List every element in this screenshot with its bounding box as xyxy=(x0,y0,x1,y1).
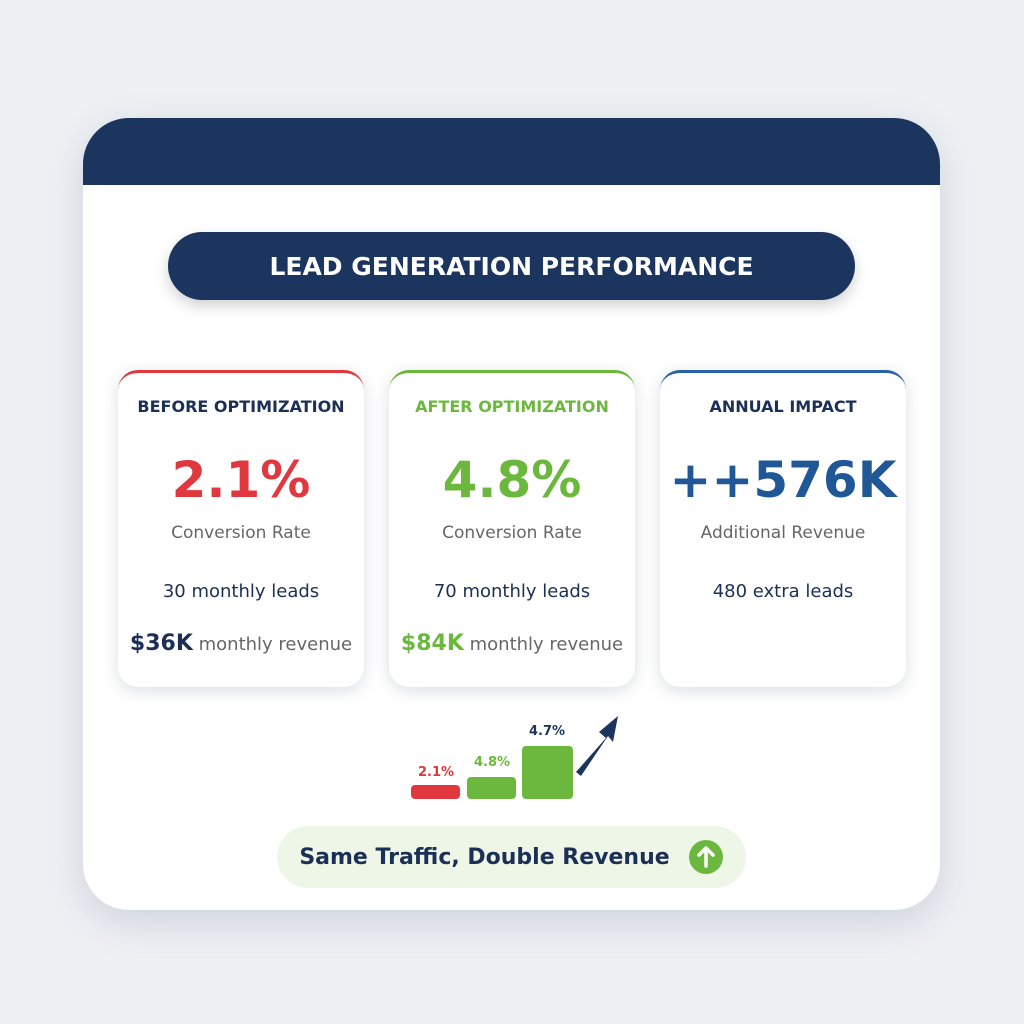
card-heading: ANNUAL IMPACT xyxy=(709,397,857,416)
mini-bar xyxy=(522,746,573,799)
card: BEFORE OPTIMIZATION 2.1% Conversion Rate… xyxy=(118,370,364,687)
card-leads: 70 monthly leads xyxy=(433,581,591,602)
mini-bar xyxy=(411,785,460,799)
revenue-label: monthly revenue xyxy=(198,634,353,655)
card: ANNUAL IMPACT ++576K Additional Revenue … xyxy=(660,370,906,687)
card-caption: Conversion Rate xyxy=(442,523,582,543)
card-value: 4.8% xyxy=(442,451,582,509)
footer-text: Same Traffic, Double Revenue xyxy=(299,844,670,870)
card-caption: Conversion Rate xyxy=(171,523,311,543)
mini-label: 2.1% xyxy=(418,765,454,780)
title: LEAD GENERATION PERFORMANCE xyxy=(168,232,855,300)
header-band xyxy=(83,118,940,185)
card: AFTER OPTIMIZATION 4.8% Conversion Rate … xyxy=(389,370,635,687)
card-caption: Additional Revenue xyxy=(700,523,866,543)
footer-pill: Same Traffic, Double Revenue xyxy=(277,826,746,888)
card-value: 2.1% xyxy=(171,451,311,509)
mini-label: 4.8% xyxy=(474,755,510,770)
card-value: ++576K xyxy=(669,451,897,509)
mini-label: 4.7% xyxy=(529,724,565,739)
trend-arrow xyxy=(576,716,618,776)
card-revenue: $84K monthly revenue xyxy=(389,631,635,656)
revenue-label: monthly revenue xyxy=(469,634,624,655)
card-leads: 30 monthly leads xyxy=(162,581,320,602)
up-icon xyxy=(688,840,723,874)
revenue-value: $36K xyxy=(129,631,193,656)
card-leads: 480 extra leads xyxy=(712,581,854,602)
card-revenue: $36K monthly revenue xyxy=(118,631,364,656)
card-heading: BEFORE OPTIMIZATION xyxy=(137,397,345,416)
mini-bar xyxy=(467,777,516,799)
card-heading: AFTER OPTIMIZATION xyxy=(415,397,609,416)
mini-chart: 2.1% 4.8% 4.7% xyxy=(411,716,618,799)
revenue-value: $84K xyxy=(400,631,464,656)
